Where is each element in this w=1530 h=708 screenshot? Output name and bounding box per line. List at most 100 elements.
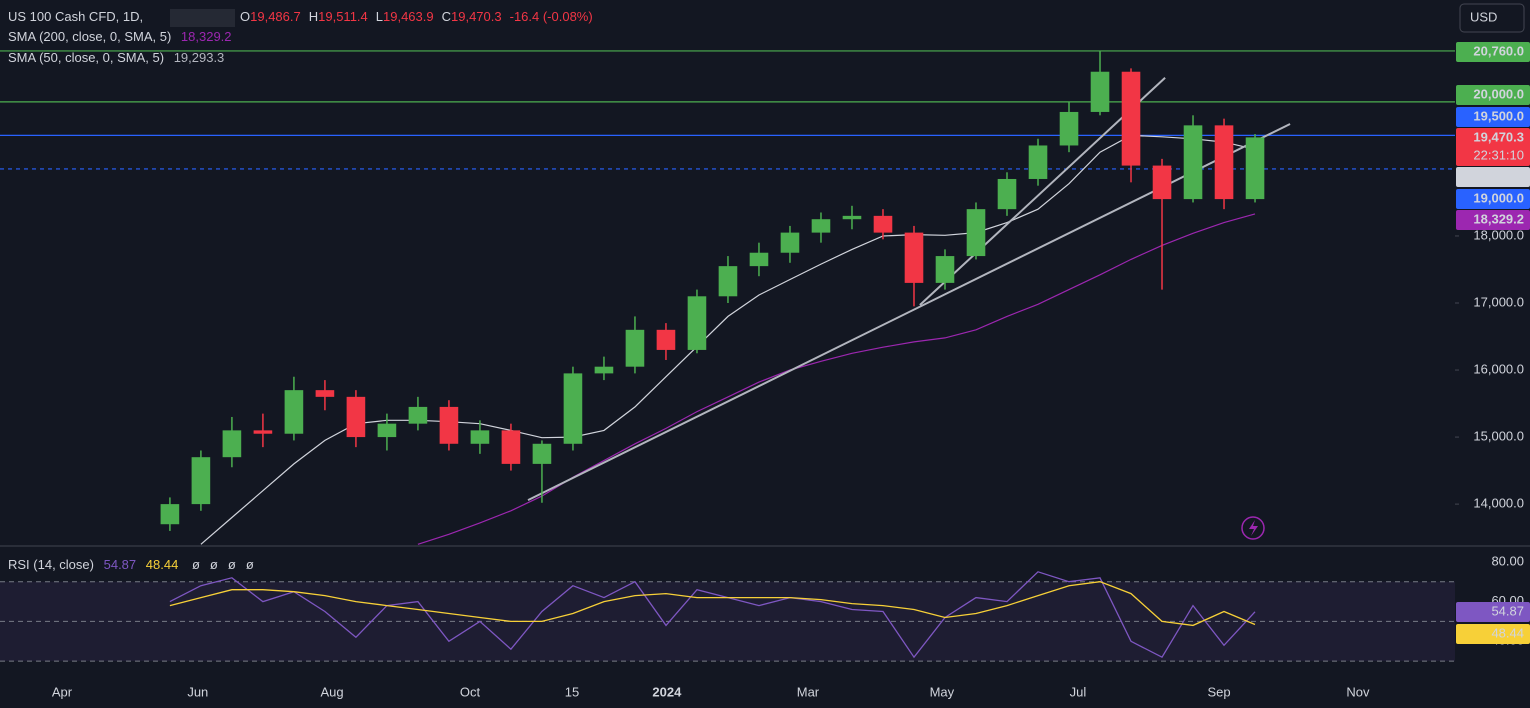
candle-body — [377, 423, 397, 438]
rsi-band — [0, 581, 1455, 662]
candle-body — [1059, 111, 1079, 146]
legend-name: SMA (50, close, 0, SMA, 5) — [8, 50, 164, 65]
symbol-title: US 100 Cash CFD, 1D, — [8, 9, 143, 24]
candle-body — [1245, 137, 1265, 200]
rsi-badge-label: 48.44 — [1491, 625, 1524, 640]
candle-body — [1121, 71, 1141, 166]
price-badge — [1456, 85, 1530, 105]
y-tick-label: 17,000.0 — [1473, 294, 1524, 309]
candle-body — [408, 406, 428, 424]
price-badge-label: 19,500.0 — [1473, 108, 1524, 123]
currency-button[interactable] — [1459, 3, 1525, 33]
price-pane — [0, 50, 1455, 545]
x-tick-label: 15 — [565, 684, 579, 699]
candle-body — [191, 457, 211, 505]
ohlc-value: 19,470.3 — [451, 9, 502, 24]
x-tick-label: Jun — [187, 684, 208, 699]
x-tick-label: Oct — [460, 684, 481, 699]
x-tick-label: Sep — [1207, 684, 1230, 699]
price-badge-label: 18,329.2 — [1473, 211, 1524, 226]
candle-body — [687, 296, 707, 350]
price-badge-label: 19,000.0 — [1473, 190, 1524, 205]
sma-line — [417, 213, 1256, 545]
y-tick-label: 14,000.0 — [1473, 496, 1524, 511]
rsi-symbol: ø — [210, 557, 218, 572]
x-tick-label: Jul — [1070, 684, 1087, 699]
candle-body — [625, 329, 645, 367]
legend-value: 18,329.2 — [181, 29, 232, 44]
x-tick-label: May — [930, 684, 955, 699]
legend-value: 19,293.3 — [174, 50, 225, 65]
y-tick-label: 18,000.0 — [1473, 227, 1524, 242]
candle-body — [811, 219, 831, 233]
candle-body — [222, 430, 242, 458]
sma200-legend: SMA (200, close, 0, SMA, 5) 18,329.2 — [8, 29, 232, 44]
candle-body — [780, 232, 800, 253]
candle-body — [1152, 165, 1172, 200]
sma-line — [200, 134, 1256, 545]
x-tick-label: Mar — [797, 684, 820, 699]
rsi-badge — [1456, 602, 1530, 622]
price-badge-label: 20,000.0 — [1473, 86, 1524, 101]
y-tick-label: 15,000.0 — [1473, 429, 1524, 444]
rsi-symbol: ø — [192, 557, 200, 572]
candle-body — [284, 390, 304, 434]
price-badge — [1456, 167, 1530, 187]
candle-body — [1090, 71, 1110, 112]
alert-icon[interactable] — [1241, 516, 1265, 540]
rsi-badge-label: 54.87 — [1491, 603, 1524, 618]
candle-body — [594, 366, 614, 374]
blurred-area — [170, 9, 235, 27]
currency[interactable]: USD — [1470, 9, 1497, 24]
rsi-title: RSI (14, close) — [8, 557, 94, 572]
price-badge — [1456, 189, 1530, 209]
ohlc-key: H — [309, 9, 318, 24]
rsi-pane — [0, 571, 1455, 662]
ohlc: O19,486.7 H19,511.4 L19,463.9 C19,470.3 -16.… — [240, 9, 593, 24]
candle-body — [346, 396, 366, 438]
rsi-badge — [1456, 624, 1530, 644]
rsi-line — [169, 571, 1256, 659]
price-badge — [1456, 42, 1530, 62]
rsi-line — [169, 581, 1256, 627]
y-tick-label: 80.00 — [1491, 553, 1524, 568]
candle-body — [253, 430, 273, 434]
ohlc-key: C — [442, 9, 451, 24]
rsi-value: 54.87 — [104, 557, 137, 572]
y-tick-label: 16,000.0 — [1473, 361, 1524, 376]
candle-body — [1183, 125, 1203, 200]
price-badge — [1456, 107, 1530, 127]
price-badge-label: 19,470.3 — [1473, 129, 1524, 144]
alert-bolt — [1249, 520, 1258, 536]
countdown: 22:31:10 — [1473, 147, 1524, 162]
ohlc-key: L — [376, 9, 383, 24]
candle-body — [160, 504, 180, 525]
x-tick-label: Aug — [320, 684, 343, 699]
overlay: 14,000.0 15,000.0 16,000.0 17,000.0 18,000.0… — [52, 42, 1530, 699]
candle-body — [563, 373, 583, 444]
x-tick-label: Apr — [52, 684, 73, 699]
ohlc-value: 19,463.9 — [383, 9, 434, 24]
rsi-symbol: ø — [228, 557, 236, 572]
candle-body — [935, 256, 955, 283]
ohlc-key: O — [240, 9, 250, 24]
candle-body — [1214, 125, 1234, 200]
header-line: US 100 Cash CFD, 1D, — [8, 9, 143, 24]
ohlc-value: 19,486.7 — [250, 9, 301, 24]
candle-body — [718, 266, 738, 297]
candle-body — [842, 215, 862, 220]
candle-body — [439, 406, 459, 444]
price-badge — [1456, 128, 1530, 166]
candle-body — [532, 443, 552, 464]
candle-body — [656, 329, 676, 350]
candle-body — [966, 209, 986, 257]
candle-body — [1028, 145, 1048, 179]
price-badge-label: 19,293.3 — [1473, 168, 1524, 183]
change: -16.4 (-0.08%) — [510, 9, 593, 24]
rsi-symbol: ø — [246, 557, 254, 572]
x-tick-label: Nov — [1346, 684, 1370, 699]
candle-body — [997, 178, 1017, 210]
candle-body — [315, 390, 335, 397]
candle-body — [873, 215, 893, 233]
